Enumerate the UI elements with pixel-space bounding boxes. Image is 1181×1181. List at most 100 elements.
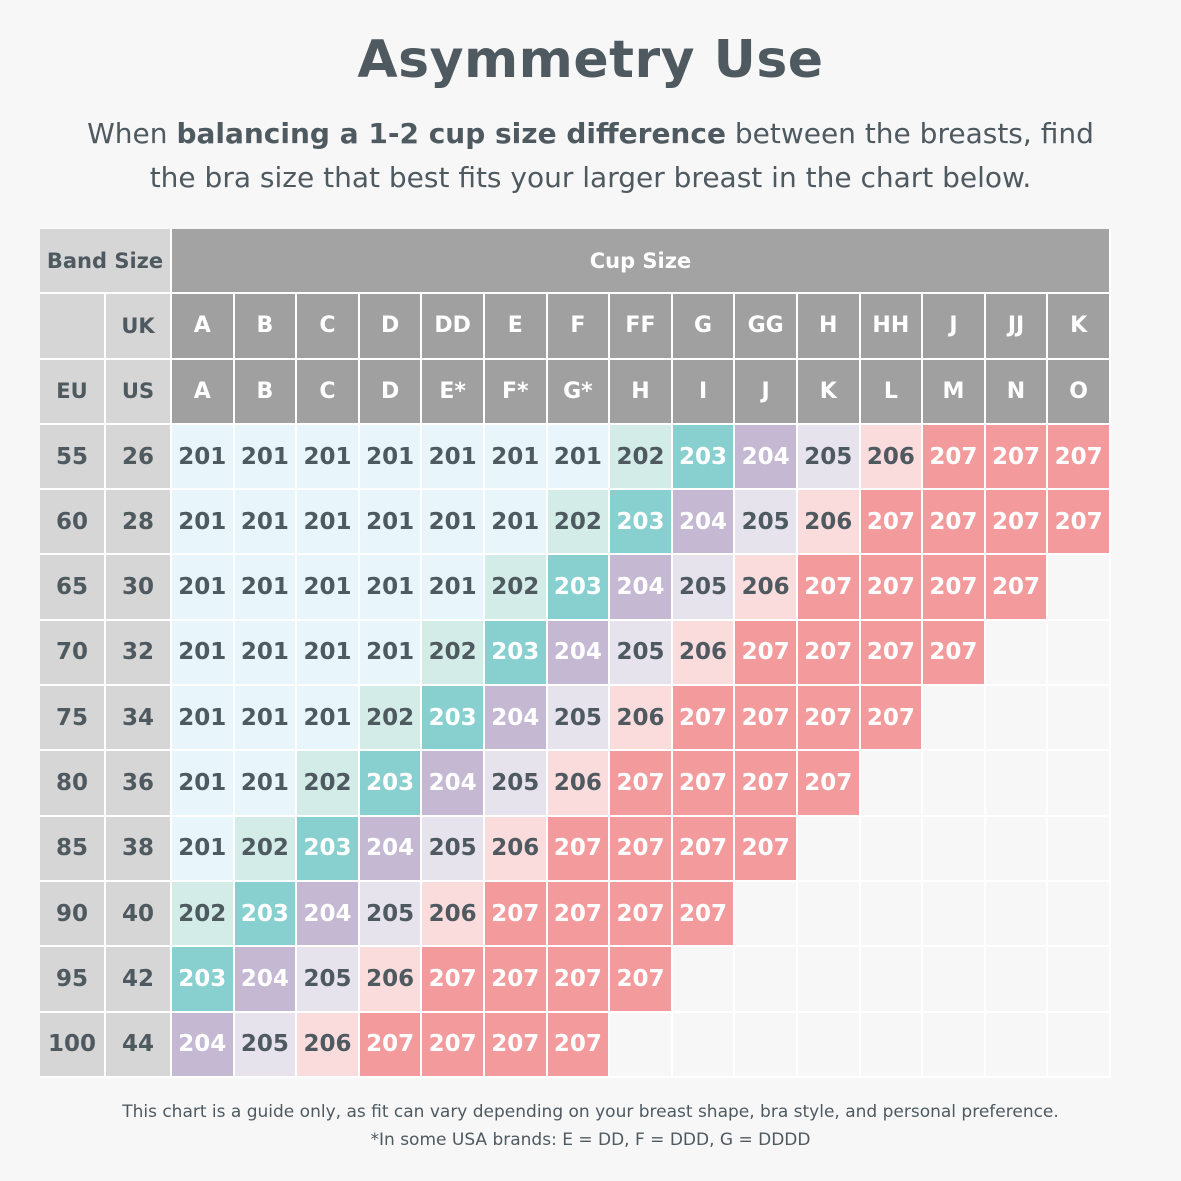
empty-cell <box>1048 881 1111 948</box>
eu-band-size: 65 <box>40 555 106 621</box>
size-cell: 201 <box>297 424 360 491</box>
size-cell: 207 <box>610 751 673 817</box>
empty-cell <box>1048 620 1111 687</box>
size-cell: 205 <box>484 751 548 817</box>
empty-cell <box>985 620 1049 687</box>
eu-label: EU <box>40 359 106 425</box>
us-cup-header: C <box>297 359 360 425</box>
size-cell: 201 <box>172 490 235 556</box>
size-cell: 207 <box>985 490 1049 556</box>
size-cell: 207 <box>547 947 611 1013</box>
eu-band-size: 60 <box>40 490 106 556</box>
size-cell: 207 <box>797 620 861 687</box>
size-cell: 204 <box>735 424 798 491</box>
size-cell: 207 <box>672 881 736 948</box>
us-cup-header: O <box>1048 359 1111 425</box>
size-cell: 202 <box>297 751 360 817</box>
size-cell: 207 <box>672 686 736 752</box>
size-cell: 203 <box>547 555 611 621</box>
empty-cell <box>985 686 1049 752</box>
size-cell: 201 <box>172 751 235 817</box>
empty-cell <box>1048 686 1111 752</box>
size-cell: 204 <box>610 555 673 621</box>
size-cell: 205 <box>735 490 798 556</box>
size-cell: 207 <box>923 620 986 687</box>
eu-band-size: 75 <box>40 686 106 752</box>
empty-cell <box>860 816 924 882</box>
size-cell: 205 <box>797 424 861 491</box>
uk-eu-blank-cell <box>40 294 106 360</box>
eu-band-size: 70 <box>40 620 106 687</box>
empty-cell <box>672 947 736 1013</box>
size-cell: 203 <box>297 816 360 882</box>
subtitle-post: between the breasts, find the bra size t… <box>149 117 1094 194</box>
us-cup-header: G* <box>547 359 611 425</box>
us-cup-header: F* <box>484 359 548 425</box>
us-cup-header: L <box>860 359 924 425</box>
size-cell: 207 <box>610 881 673 948</box>
us-band-size: 38 <box>106 816 172 882</box>
us-band-size: 32 <box>106 620 172 687</box>
size-cell: 202 <box>422 620 485 687</box>
size-cell: 207 <box>735 816 798 882</box>
size-cell: 204 <box>484 686 548 752</box>
size-cell: 207 <box>860 490 924 556</box>
size-cell: 201 <box>359 490 423 556</box>
us-cup-header: I <box>672 359 736 425</box>
empty-cell <box>1048 947 1111 1013</box>
size-cell: 203 <box>610 490 673 556</box>
empty-cell <box>923 686 986 752</box>
uk-cup-header: HH <box>860 294 924 360</box>
size-cell: 207 <box>547 881 611 948</box>
uk-cup-header: G <box>672 294 736 360</box>
size-cell: 207 <box>985 555 1049 621</box>
size-cell: 201 <box>547 424 611 491</box>
us-cup-header: K <box>797 359 861 425</box>
size-cell: 205 <box>547 686 611 752</box>
size-cell: 201 <box>172 424 235 491</box>
size-cell: 207 <box>610 816 673 882</box>
size-cell: 207 <box>797 686 861 752</box>
size-cell: 207 <box>672 816 736 882</box>
size-cell: 201 <box>297 555 360 621</box>
uk-label: UK <box>106 294 172 360</box>
empty-cell <box>985 751 1049 817</box>
size-chart-table: Band Size Cup Size UK A B C D DD E F FF G GG H HH J J… <box>40 229 1127 1078</box>
uk-cup-header: FF <box>610 294 673 360</box>
size-cell: 207 <box>484 1012 548 1078</box>
eu-band-size: 90 <box>40 881 106 948</box>
uk-cup-header: JJ <box>985 294 1049 360</box>
size-cell: 203 <box>359 751 423 817</box>
cup-size-header: Cup Size <box>172 229 1111 295</box>
empty-cell <box>1048 1012 1111 1078</box>
size-cell: 203 <box>484 620 548 687</box>
empty-cell <box>985 816 1049 882</box>
size-cell: 207 <box>422 947 485 1013</box>
empty-cell <box>860 947 924 1013</box>
size-cell: 206 <box>860 424 924 491</box>
empty-cell <box>797 947 861 1013</box>
size-cell: 207 <box>672 751 736 817</box>
empty-cell <box>985 881 1049 948</box>
size-cell: 207 <box>547 1012 611 1078</box>
size-cell: 207 <box>610 947 673 1013</box>
size-cell: 201 <box>359 620 423 687</box>
size-cell: 207 <box>860 620 924 687</box>
empty-cell <box>860 1012 924 1078</box>
us-band-size: 34 <box>106 686 172 752</box>
empty-cell <box>923 751 986 817</box>
size-cell: 201 <box>172 686 235 752</box>
size-cell: 207 <box>1048 490 1111 556</box>
eu-band-size: 95 <box>40 947 106 1013</box>
size-cell: 203 <box>672 424 736 491</box>
size-cell: 207 <box>797 751 861 817</box>
empty-cell <box>610 1012 673 1078</box>
size-cell: 206 <box>610 686 673 752</box>
us-cup-header: E* <box>422 359 485 425</box>
size-cell: 202 <box>359 686 423 752</box>
us-label: US <box>106 359 172 425</box>
size-cell: 201 <box>359 555 423 621</box>
us-cup-header: H <box>610 359 673 425</box>
page-title: Asymmetry Use <box>357 30 824 90</box>
us-band-size: 36 <box>106 751 172 817</box>
